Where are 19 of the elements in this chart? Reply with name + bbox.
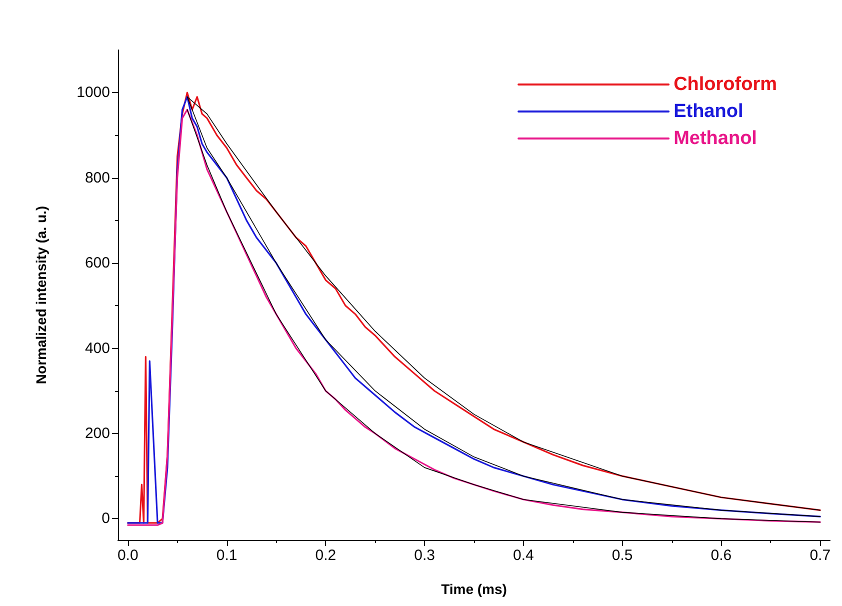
y-tick-label: 0 <box>102 510 110 528</box>
x-tick-label: 0.1 <box>216 547 238 564</box>
y-tick-label: 1000 <box>76 84 110 102</box>
y-tick-label: 800 <box>84 169 110 186</box>
x-axis-title: Time (ms) <box>441 581 507 597</box>
y-axis-title: Normalized intensity (a. u.) <box>33 206 49 384</box>
y-tick-label: 600 <box>84 254 110 272</box>
text: Methanol <box>674 128 757 149</box>
x-tick-label: 0.6 <box>710 547 732 564</box>
y-tick-label: 400 <box>84 340 110 357</box>
x-tick-label: 0.7 <box>810 547 831 564</box>
x-tick-label: 0.2 <box>315 547 336 564</box>
text: Chloroform <box>674 74 778 95</box>
x-tick-label: 0.0 <box>117 547 138 564</box>
x-tick-label: 0.4 <box>513 547 534 564</box>
text: Ethanol <box>674 101 744 122</box>
x-tick-label: 0.5 <box>612 547 633 564</box>
y-tick-label: 200 <box>84 424 110 442</box>
x-tick-label: 0.3 <box>414 547 435 564</box>
